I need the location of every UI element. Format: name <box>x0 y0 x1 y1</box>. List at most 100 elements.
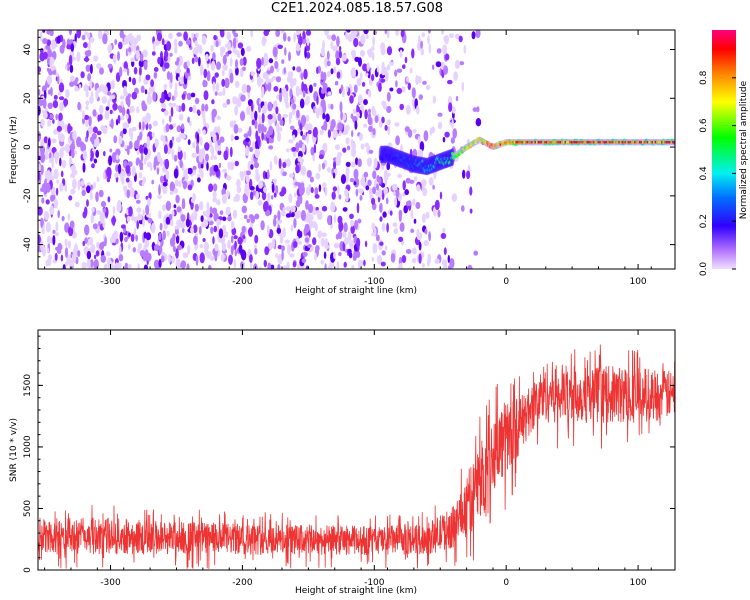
noise-blob <box>115 154 119 161</box>
noise-blob <box>91 207 95 213</box>
noise-blob <box>186 67 190 74</box>
noise-blob <box>239 58 244 66</box>
noise-blob <box>410 228 415 233</box>
noise-blob <box>182 180 188 189</box>
y-tick-label: -20 <box>23 188 33 203</box>
noise-blob <box>371 73 375 82</box>
noise-blob <box>285 101 290 109</box>
noise-blob <box>68 259 74 267</box>
noise-blob <box>273 155 278 165</box>
noise-blob <box>39 31 43 42</box>
signal-core <box>613 141 615 144</box>
noise-blob <box>349 95 354 104</box>
noise-blob <box>413 176 418 182</box>
noise-blob <box>86 182 91 187</box>
noise-blob <box>45 221 52 233</box>
noise-blob <box>336 71 341 79</box>
noise-blob <box>99 242 105 251</box>
signal-core <box>559 141 562 144</box>
noise-blob <box>172 123 176 127</box>
noise-blob <box>87 73 92 82</box>
signal-core <box>649 141 652 144</box>
noise-blob <box>454 59 461 69</box>
noise-blob <box>452 106 456 114</box>
noise-blob <box>111 216 117 224</box>
noise-blob <box>158 184 161 196</box>
noise-blob <box>139 172 143 179</box>
noise-blob <box>320 259 325 265</box>
noise-blob <box>365 33 369 40</box>
noise-blob <box>352 108 357 115</box>
noise-blob <box>386 222 389 233</box>
noise-blob <box>268 145 274 150</box>
noise-blob <box>131 126 137 132</box>
noise-blob <box>38 234 41 245</box>
noise-blob <box>229 72 234 84</box>
noise-blob <box>245 137 250 142</box>
noise-blob <box>335 233 340 240</box>
noise-blob <box>162 204 166 212</box>
noise-blob <box>213 225 217 233</box>
noise-blob <box>420 48 425 56</box>
signal-core <box>638 141 641 144</box>
noise-blob <box>302 251 308 257</box>
noise-blob <box>93 181 96 189</box>
noise-blob <box>219 210 224 216</box>
noise-blob <box>421 263 425 268</box>
noise-blob <box>55 154 58 165</box>
noise-blob <box>202 238 206 242</box>
noise-blob <box>257 123 262 134</box>
noise-blob <box>75 77 79 83</box>
noise-blob <box>216 199 221 206</box>
noise-blob <box>192 224 198 234</box>
noise-blob <box>467 264 473 269</box>
noise-blob <box>379 202 383 213</box>
noise-blob <box>64 123 68 133</box>
noise-blob <box>261 191 267 201</box>
noise-blob <box>82 162 86 173</box>
noise-blob <box>209 166 214 174</box>
noise-blob <box>299 184 305 195</box>
noise-blob <box>258 114 261 124</box>
noise-blob <box>38 171 41 181</box>
noise-blob <box>443 65 449 75</box>
noise-blob <box>421 213 426 224</box>
noise-blob <box>218 162 222 169</box>
noise-blob <box>367 116 373 126</box>
noise-blob <box>172 233 176 241</box>
noise-blob <box>135 50 140 60</box>
noise-blob <box>68 195 73 201</box>
noise-blob <box>250 102 254 112</box>
signal-core <box>668 141 671 144</box>
noise-blob <box>381 116 385 124</box>
noise-blob <box>254 110 258 121</box>
noise-blob <box>118 254 124 262</box>
noise-blob <box>385 172 391 177</box>
noise-blob <box>340 84 344 92</box>
noise-blob <box>418 94 423 100</box>
noise-blob <box>156 167 160 175</box>
noise-blob <box>52 229 56 234</box>
noise-blob <box>154 40 160 46</box>
noise-blob <box>300 72 304 81</box>
signal-core <box>569 141 571 144</box>
noise-blob <box>205 53 209 62</box>
noise-blob <box>216 218 221 225</box>
signal-core <box>499 143 502 146</box>
noise-blob <box>213 34 217 41</box>
noise-blob <box>286 261 290 269</box>
noise-blob <box>257 135 261 147</box>
noise-blob <box>158 258 162 268</box>
noise-blob <box>335 57 341 66</box>
noise-blob <box>209 206 213 214</box>
signal-core <box>621 141 623 144</box>
noise-blob <box>142 252 147 262</box>
noise-blob <box>249 186 255 191</box>
noise-blob <box>226 190 230 197</box>
noise-blob <box>343 261 347 268</box>
y-tick-label: -40 <box>23 237 33 252</box>
noise-blob <box>103 208 107 213</box>
noise-blob <box>292 103 297 110</box>
noise-blob <box>436 48 442 54</box>
noise-blob <box>359 195 363 201</box>
